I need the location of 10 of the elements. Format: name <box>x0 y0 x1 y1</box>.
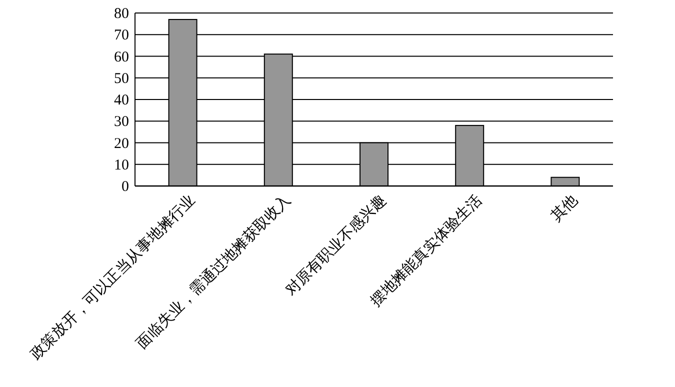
y-tick-label: 60 <box>114 49 129 66</box>
y-tick-label: 10 <box>114 157 129 174</box>
y-tick-label: 40 <box>114 92 129 108</box>
x-tick-label: 其他 <box>548 192 581 225</box>
y-tick-label: 80 <box>114 6 129 22</box>
y-tick-label: 30 <box>114 114 129 130</box>
y-tick-label: 20 <box>114 136 129 152</box>
y-tick-label: 70 <box>114 28 129 44</box>
y-tick-label: 50 <box>114 70 129 87</box>
y-tick-label: 0 <box>122 179 129 195</box>
